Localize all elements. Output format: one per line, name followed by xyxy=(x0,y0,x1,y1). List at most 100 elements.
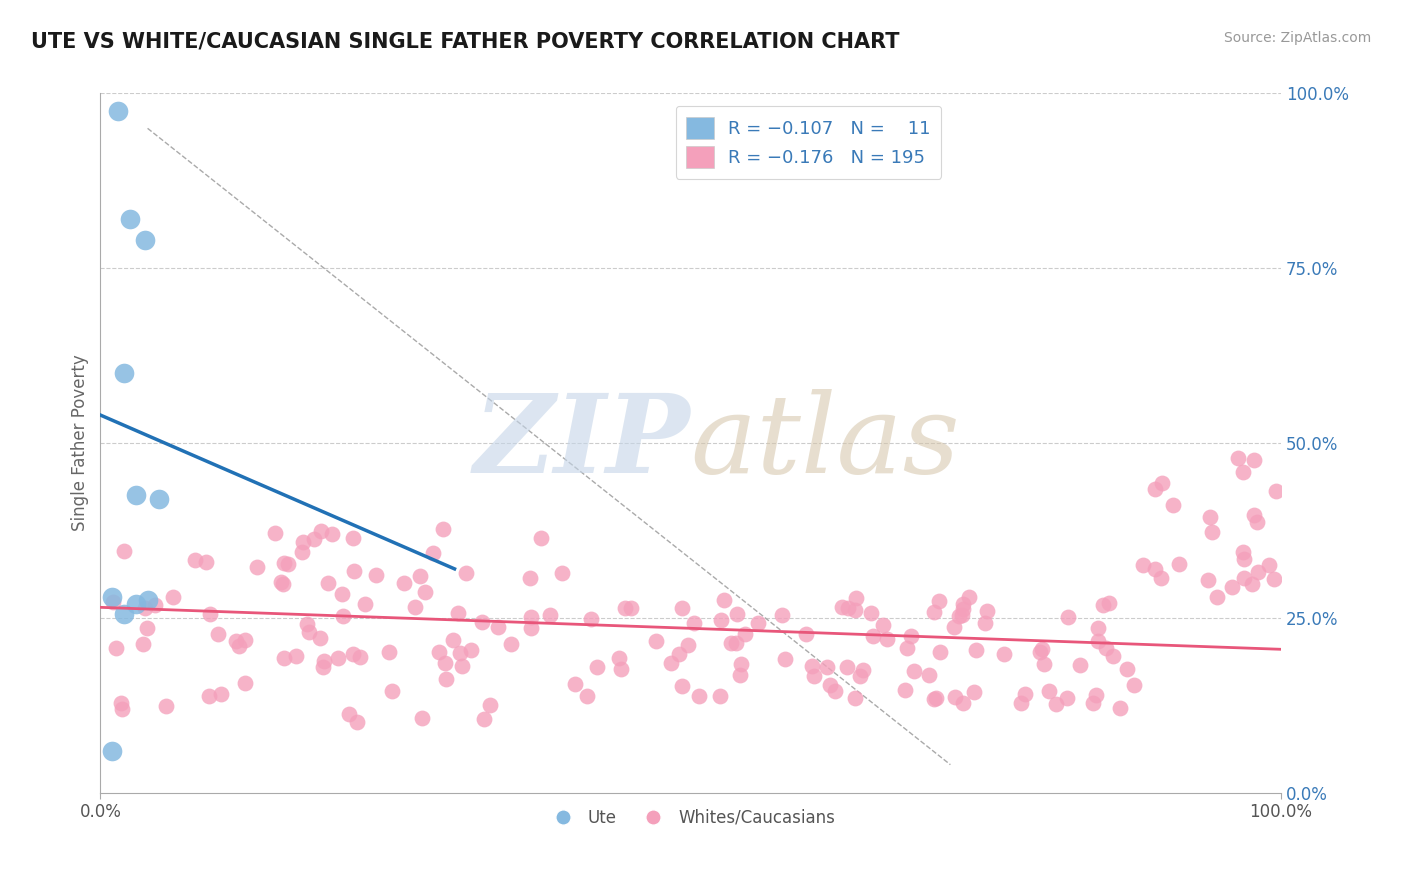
Point xyxy=(613,601,636,615)
Point xyxy=(683,615,706,630)
Point xyxy=(1222,580,1244,594)
Point xyxy=(844,603,866,617)
Point xyxy=(922,691,945,706)
Point xyxy=(233,675,256,690)
Point xyxy=(1143,562,1166,576)
Point xyxy=(148,491,170,506)
Point xyxy=(950,608,973,623)
Point xyxy=(903,665,925,679)
Point xyxy=(246,560,269,574)
Point xyxy=(965,643,987,657)
Point xyxy=(581,612,603,626)
Point xyxy=(1032,657,1054,672)
Point xyxy=(125,488,148,502)
Point xyxy=(564,677,586,691)
Point xyxy=(295,616,318,631)
Point xyxy=(101,595,124,609)
Point xyxy=(1014,687,1036,701)
Point xyxy=(486,619,509,633)
Point xyxy=(924,605,946,619)
Point xyxy=(1232,465,1254,479)
Point xyxy=(342,531,364,545)
Point xyxy=(917,668,939,682)
Point xyxy=(1161,498,1184,512)
Point xyxy=(460,643,482,657)
Point xyxy=(1132,558,1154,573)
Point xyxy=(688,689,710,703)
Point xyxy=(1243,452,1265,467)
Point xyxy=(720,636,742,650)
Point xyxy=(1247,565,1270,579)
Point xyxy=(449,646,471,660)
Point xyxy=(111,702,134,716)
Point xyxy=(1240,577,1263,591)
Point xyxy=(952,696,974,710)
Point xyxy=(773,652,796,666)
Point xyxy=(1197,574,1219,588)
Point xyxy=(270,575,292,590)
Point xyxy=(409,569,432,583)
Point xyxy=(896,640,918,655)
Point xyxy=(134,233,156,247)
Point xyxy=(342,647,364,661)
Text: ZIP: ZIP xyxy=(474,389,690,497)
Point xyxy=(862,629,884,643)
Point xyxy=(136,593,159,607)
Point xyxy=(499,637,522,651)
Point xyxy=(1205,590,1227,604)
Point xyxy=(478,698,501,712)
Point xyxy=(1081,697,1104,711)
Point xyxy=(125,597,148,611)
Point xyxy=(273,650,295,665)
Point xyxy=(1152,476,1174,491)
Point xyxy=(1168,557,1191,571)
Point xyxy=(520,610,543,624)
Point xyxy=(710,613,733,627)
Point xyxy=(620,600,643,615)
Point xyxy=(312,660,335,674)
Point xyxy=(277,557,299,571)
Point xyxy=(434,672,457,686)
Point xyxy=(112,544,135,558)
Point xyxy=(1057,609,1080,624)
Point xyxy=(586,660,609,674)
Point xyxy=(364,568,387,582)
Point xyxy=(155,699,177,714)
Point xyxy=(815,660,838,674)
Point xyxy=(1056,691,1078,706)
Point xyxy=(1029,645,1052,659)
Point xyxy=(957,590,980,604)
Point xyxy=(413,585,436,599)
Point xyxy=(519,621,541,635)
Point xyxy=(353,597,375,611)
Point xyxy=(447,607,470,621)
Point xyxy=(225,634,247,648)
Point xyxy=(900,629,922,643)
Point xyxy=(228,639,250,653)
Point xyxy=(943,620,966,634)
Point xyxy=(844,691,866,706)
Point xyxy=(207,627,229,641)
Point xyxy=(1233,552,1256,566)
Point xyxy=(101,590,124,604)
Point xyxy=(709,689,731,703)
Point xyxy=(337,706,360,721)
Point xyxy=(309,524,332,538)
Point xyxy=(472,713,495,727)
Point xyxy=(835,660,858,674)
Point xyxy=(993,648,1015,662)
Point xyxy=(1109,701,1132,715)
Point xyxy=(1257,558,1279,572)
Point xyxy=(330,587,353,601)
Point xyxy=(309,631,332,645)
Point xyxy=(136,621,159,635)
Point xyxy=(271,576,294,591)
Point xyxy=(676,638,699,652)
Text: UTE VS WHITE/CAUCASIAN SINGLE FATHER POVERTY CORRELATION CHART: UTE VS WHITE/CAUCASIAN SINGLE FATHER POV… xyxy=(31,31,900,51)
Point xyxy=(342,564,364,578)
Point xyxy=(1265,483,1288,498)
Point xyxy=(441,633,464,648)
Point xyxy=(772,607,794,622)
Point xyxy=(976,604,998,618)
Point xyxy=(233,632,256,647)
